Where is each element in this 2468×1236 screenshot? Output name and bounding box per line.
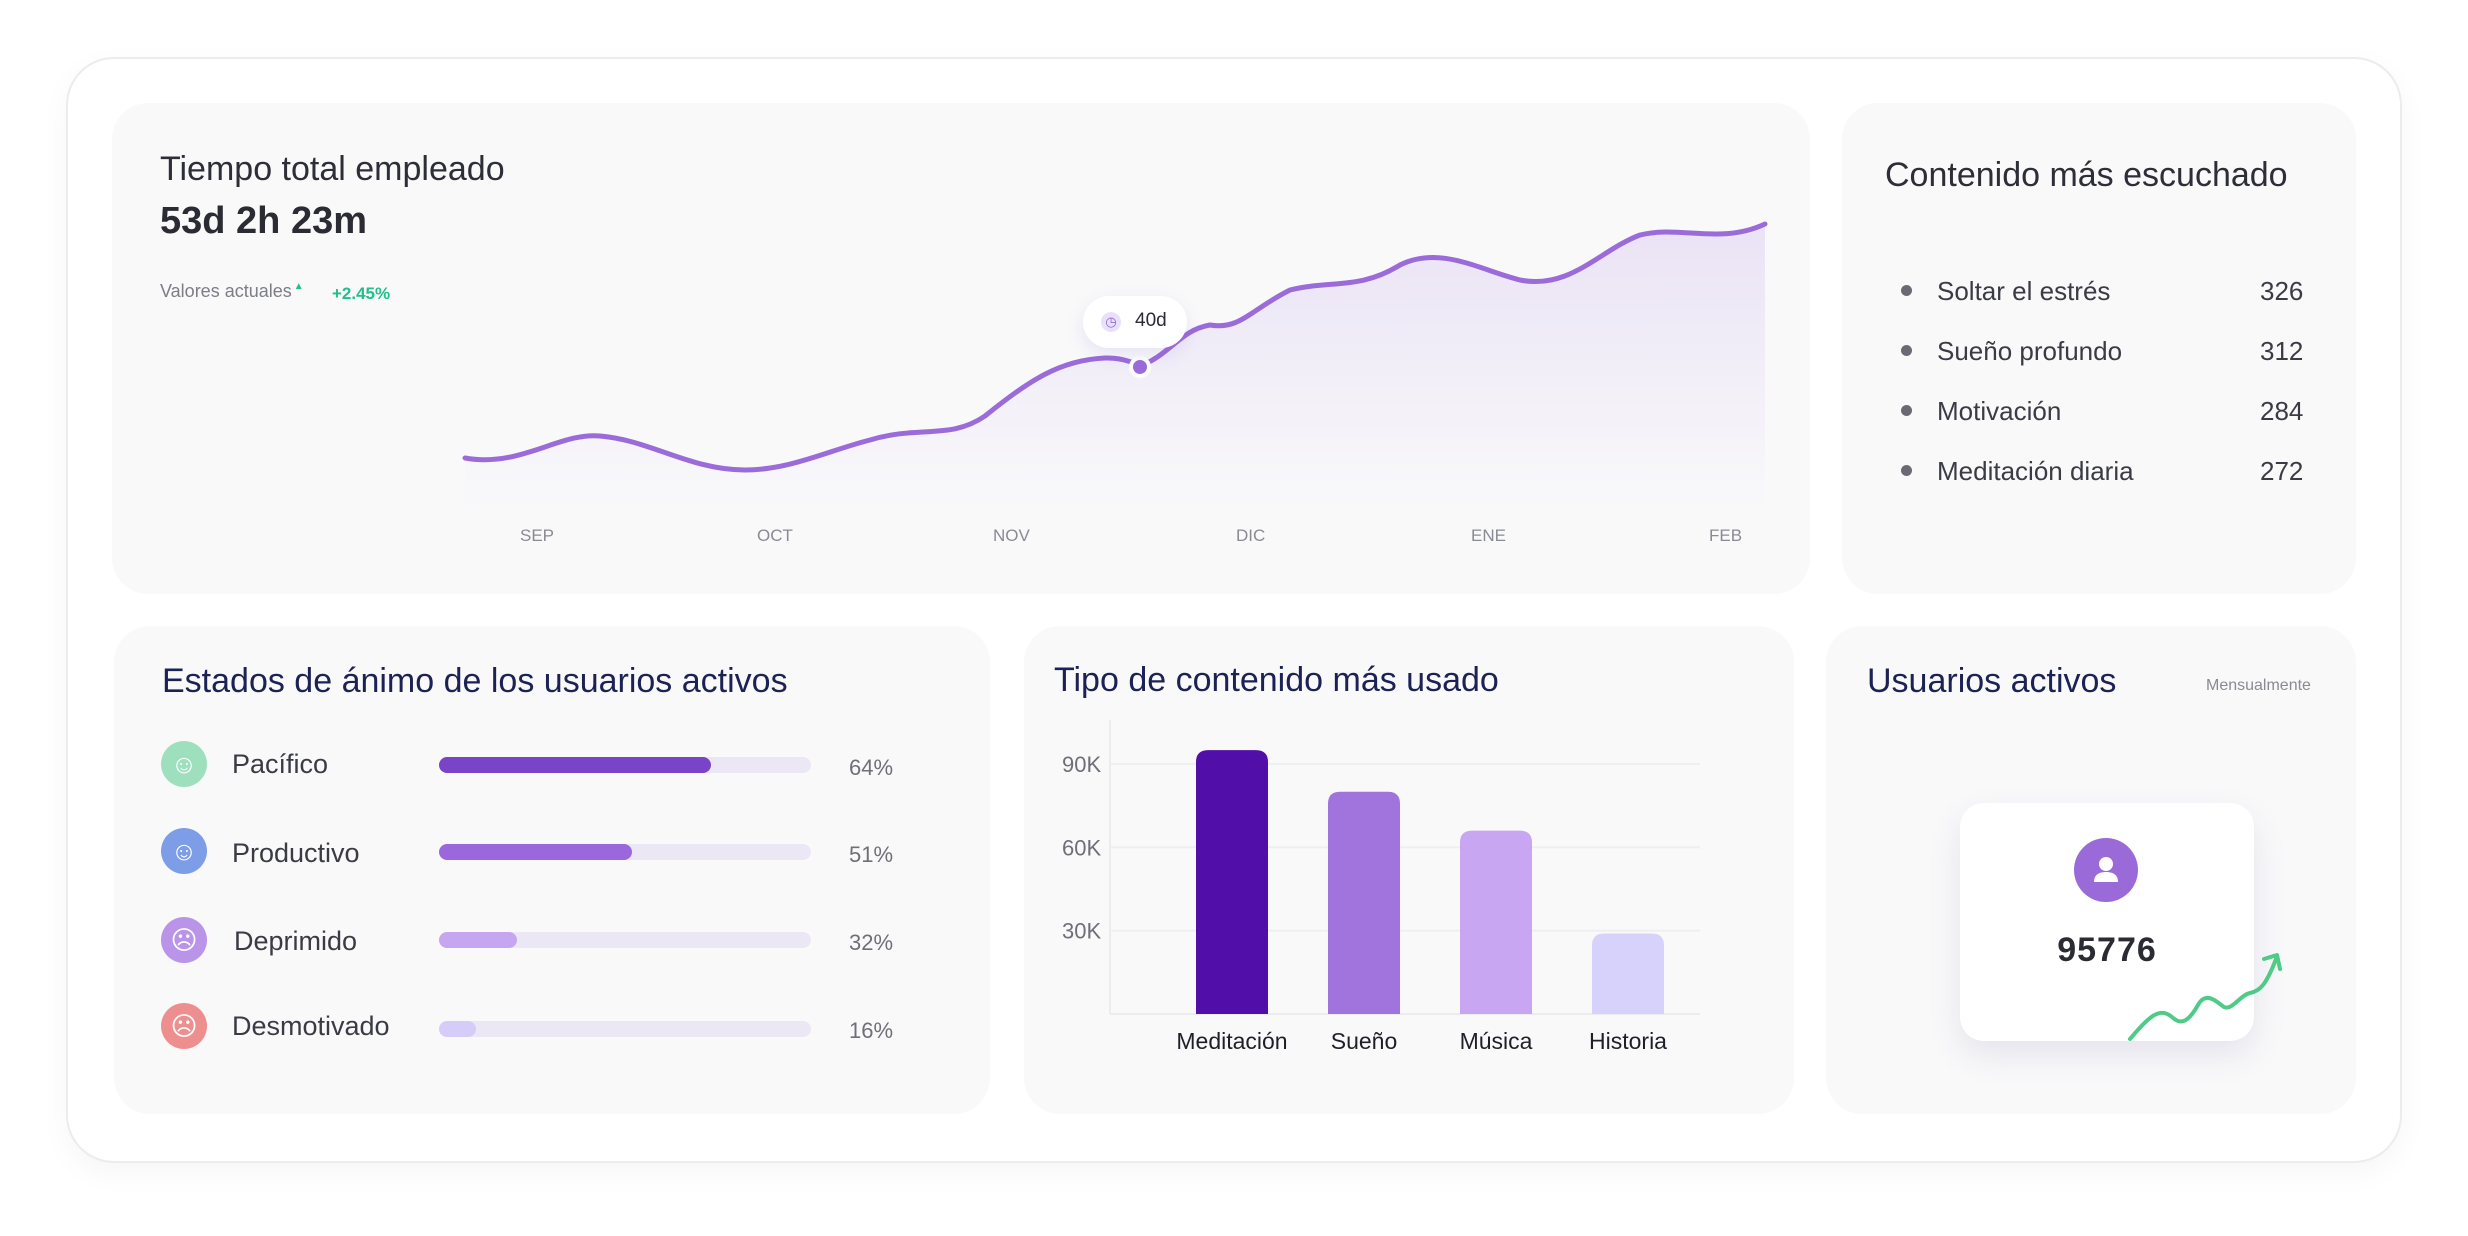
mood-percent: 32% <box>849 930 894 955</box>
x-tick-label: Sueño <box>1331 1028 1398 1054</box>
mood-track <box>439 844 811 860</box>
active-users-count: 95776 <box>2057 931 2157 969</box>
x-tick-label: Meditación <box>1176 1028 1287 1054</box>
current-values-label: Valores actuales ▲ <box>160 281 304 302</box>
time-area <box>465 224 1765 510</box>
mood-fill-deprimido <box>439 932 518 948</box>
mood-percent: 51% <box>849 842 894 867</box>
trend-up-icon <box>2128 953 2282 1041</box>
star-eyes-face-icon: ☺ <box>161 828 207 874</box>
x-tick-label: Música <box>1460 1028 1533 1054</box>
period-label[interactable]: Mensualmente <box>2206 677 2311 694</box>
y-tick-label: 30K <box>1062 919 1101 944</box>
trend-up-icon: ▲ <box>293 281 304 292</box>
x-tick-ene: ENE <box>1471 526 1506 545</box>
x-tick-dic: DIC <box>1236 526 1266 545</box>
x-tick-feb: FEB <box>1709 526 1743 545</box>
list-item[interactable]: Sueño profundo <box>1937 336 2123 366</box>
list-item[interactable]: Soltar el estrés <box>1937 276 2111 306</box>
mood-label-desmotivado: Desmotivado <box>232 1011 390 1041</box>
y-tick-label: 90K <box>1062 752 1101 777</box>
x-tick-label: Historia <box>1589 1028 1667 1054</box>
x-tick-nov: NOV <box>993 526 1030 545</box>
mood-track <box>439 757 811 773</box>
bar-meditación[interactable] <box>1196 750 1268 1014</box>
bullet-icon <box>1901 465 1912 476</box>
bullet-icon <box>1901 285 1912 296</box>
x-tick-oct: OCT <box>757 526 793 545</box>
mood-fill-pacifico <box>439 757 711 773</box>
mood-label-productivo: Productivo <box>232 838 360 868</box>
mood-track <box>439 932 811 948</box>
list-item[interactable]: Motivación <box>1937 396 2062 426</box>
list-item[interactable]: Meditación diaria <box>1937 456 2134 486</box>
list-item-value: 326 <box>2260 276 2304 306</box>
bullet-icon <box>1901 345 1912 356</box>
list-item-value: 312 <box>2260 336 2304 366</box>
content-type-card <box>1024 626 1794 1114</box>
content-type-title: Tipo de contenido más usado <box>1054 661 1499 699</box>
total-time-title: Tiempo total empleado <box>160 150 505 188</box>
bar-sueño[interactable] <box>1328 791 1400 1014</box>
clock-icon: ◷ <box>1101 312 1121 332</box>
mood-fill-desmotivado <box>439 1021 477 1037</box>
sad-face-icon: ☹ <box>161 917 207 963</box>
y-tick-label: 60K <box>1062 835 1101 860</box>
total-time-value: 53d 2h 23m <box>160 200 367 242</box>
mood-fill-productivo <box>439 844 633 860</box>
mood-label-pacifico: Pacífico <box>232 749 329 779</box>
moods-title: Estados de ánimo de los usuarios activos <box>162 662 788 700</box>
top-content-card <box>1842 103 2356 594</box>
current-values-text: Valores actuales <box>160 281 292 301</box>
bar-música[interactable] <box>1460 830 1532 1014</box>
active-users-stat: 95776 <box>1960 803 2254 1041</box>
list-item-value: 272 <box>2260 456 2304 486</box>
frown-face-icon: ☹ <box>161 1003 207 1049</box>
top-content-title: Contenido más escuchado <box>1885 156 2288 194</box>
bar-historia[interactable] <box>1592 933 1664 1014</box>
tooltip-value: 40d <box>1135 310 1167 331</box>
chart-tooltip: ◷ 40d <box>1083 296 1187 348</box>
mood-label-deprimido: Deprimido <box>234 926 358 956</box>
mood-track <box>439 1021 811 1037</box>
cool-face-icon: ☺ <box>161 741 207 787</box>
delta-badge: +2.45% <box>332 284 391 303</box>
x-tick-sep: SEP <box>520 526 555 545</box>
tooltip-point <box>1129 356 1151 378</box>
mood-percent: 16% <box>849 1018 894 1043</box>
bullet-icon <box>1901 405 1912 416</box>
mood-percent: 64% <box>849 755 894 780</box>
active-users-title: Usuarios activos <box>1867 662 2117 700</box>
list-item-value: 284 <box>2260 396 2304 426</box>
user-icon <box>2074 838 2138 902</box>
